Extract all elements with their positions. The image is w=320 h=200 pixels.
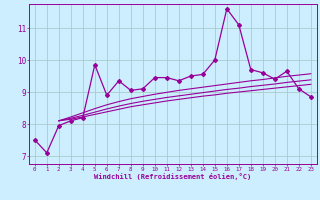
X-axis label: Windchill (Refroidissement éolien,°C): Windchill (Refroidissement éolien,°C)	[94, 173, 252, 180]
